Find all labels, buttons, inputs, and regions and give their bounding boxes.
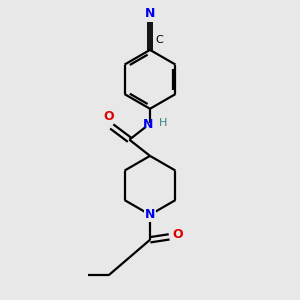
Text: H: H <box>159 118 167 128</box>
Text: C: C <box>155 35 163 46</box>
Text: N: N <box>145 208 155 221</box>
Text: N: N <box>145 7 155 20</box>
Text: O: O <box>103 110 114 124</box>
Text: N: N <box>142 118 153 131</box>
Text: O: O <box>172 228 183 241</box>
